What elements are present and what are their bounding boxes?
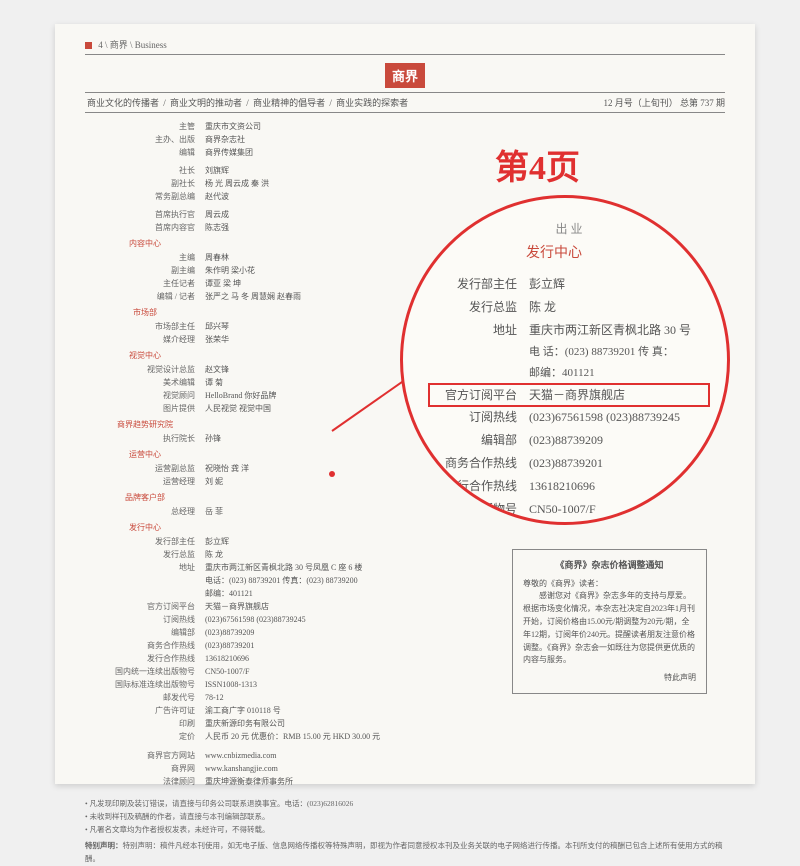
taglines: 商业文化的传播者 / 商业文明的推动者 / 商业精神的倡导者 / 商业实践的探索…	[85, 96, 410, 109]
notice-title: 《商界》杂志价格调整通知	[523, 558, 696, 572]
logo: 商界	[85, 63, 725, 88]
magnify-content: 出 业发行中心发行部主任彭立辉发行总监陈 龙地址重庆市两江新区青枫北路 30 号…	[403, 198, 727, 525]
path-en: Business	[135, 40, 167, 50]
top-bar: 4 \ 商界 \ Business	[85, 38, 725, 55]
callout-title: 第4页	[495, 140, 580, 189]
notice-greet: 尊敬的《商界》读者：	[523, 578, 696, 591]
magnify-circle: 出 业发行中心发行部主任彭立辉发行总监陈 龙地址重庆市两江新区青枫北路 30 号…	[400, 195, 730, 525]
page-number: 4	[98, 40, 103, 50]
price-notice: 《商界》杂志价格调整通知 尊敬的《商界》读者： 感谢您对《商界》杂志多年的支持与…	[512, 549, 707, 694]
path: 商界	[110, 40, 128, 50]
notice-sign: 特此声明	[523, 672, 696, 685]
footnotes: • 凡发现印刷及装订错误，请直接与印务公司联系退换事宜。电话：(023)6281…	[85, 798, 725, 866]
special-statement: 特别声明：特别声明：稿件凡经本刊使用，如无电子版、信息网络传播权等特殊声明，即视…	[85, 840, 725, 866]
tagline-row: 商业文化的传播者 / 商业文明的推动者 / 商业精神的倡导者 / 商业实践的探索…	[85, 92, 725, 113]
leader-dot	[329, 471, 335, 477]
logo-text: 商界	[385, 63, 425, 88]
notice-body: 感谢您对《商界》杂志多年的支持与厚爱。根据市场变化情况，本杂志社决定自2023年…	[523, 590, 696, 667]
square-icon	[85, 42, 92, 49]
issue-info: 12 月号（上旬刊） 总第 737 期	[603, 96, 725, 109]
